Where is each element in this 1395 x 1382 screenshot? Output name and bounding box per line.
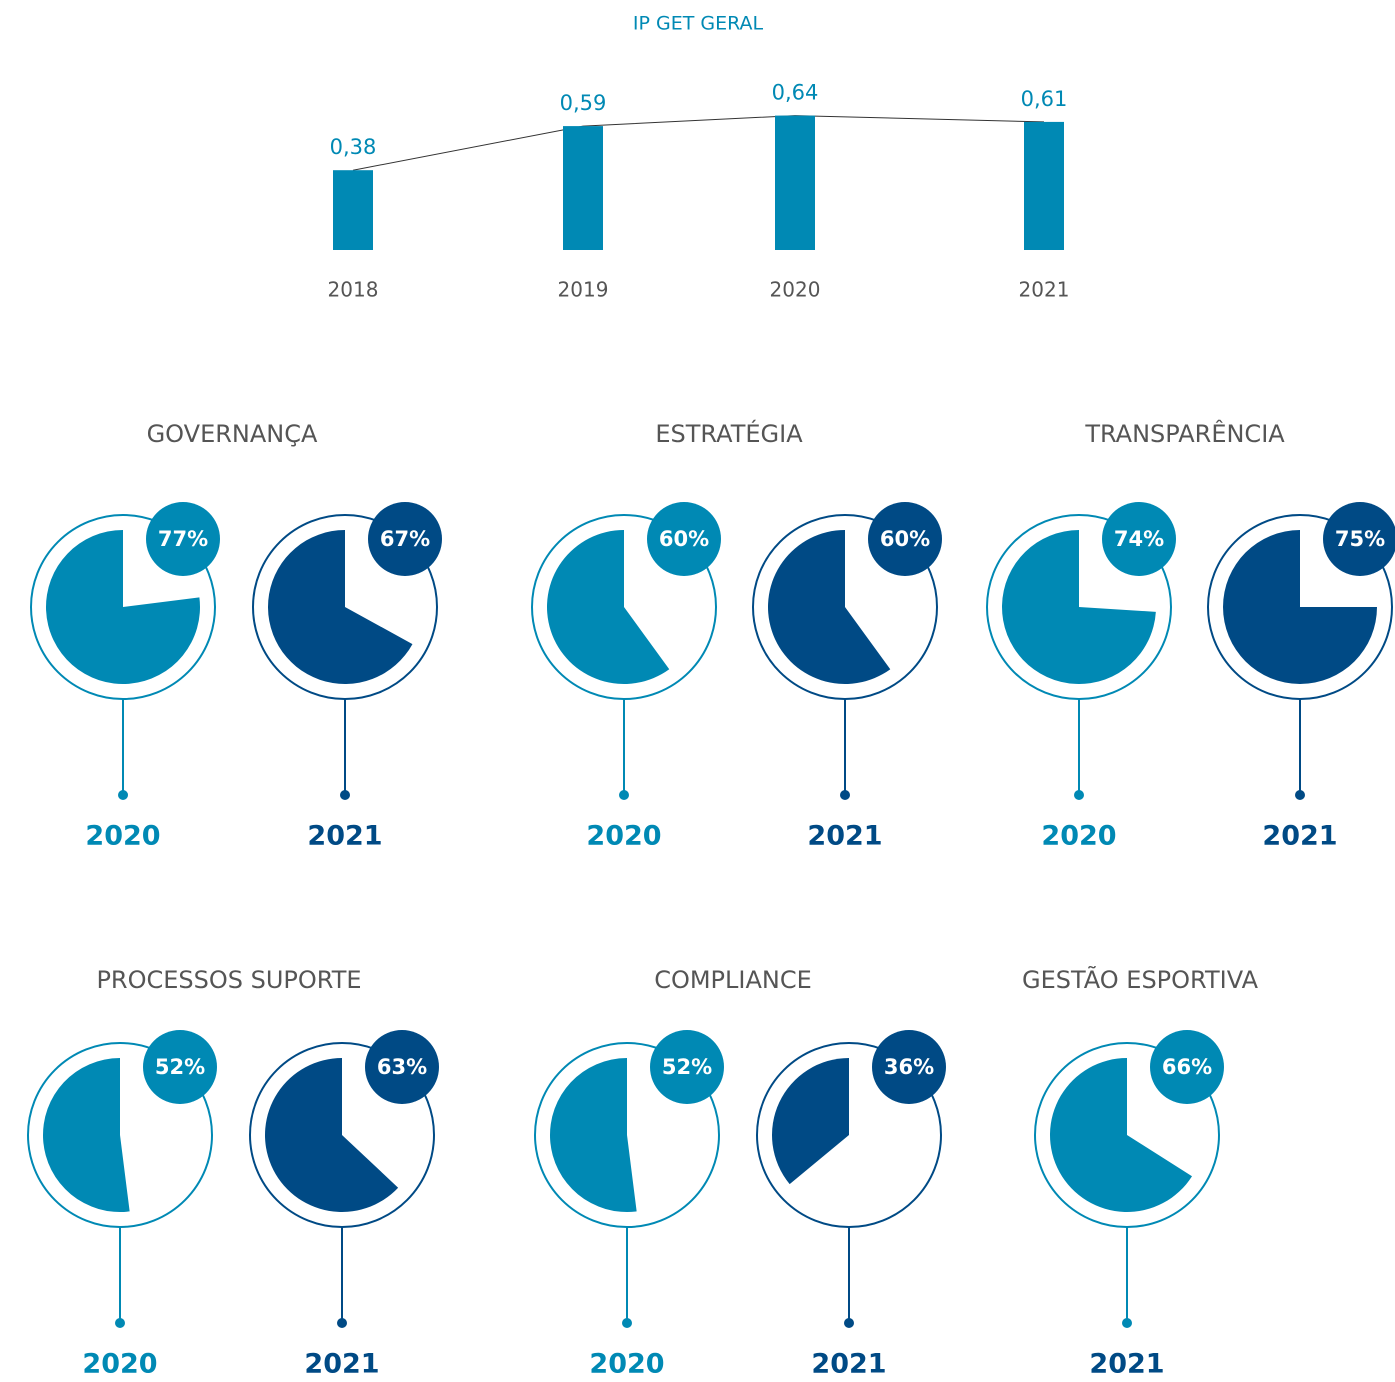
value-label: 0,64 bbox=[772, 81, 819, 105]
bar bbox=[1024, 121, 1064, 251]
group-title: PROCESSOS SUPORTE bbox=[96, 966, 361, 994]
pie-wedge bbox=[46, 530, 201, 685]
group-title: TRANSPARÊNCIA bbox=[1084, 419, 1285, 448]
stem-dot bbox=[337, 1318, 347, 1328]
stem-dot bbox=[340, 790, 350, 800]
group-title: GESTÃO ESPORTIVA bbox=[1022, 964, 1259, 994]
pie-wedge bbox=[1223, 530, 1377, 684]
badge-label: 74% bbox=[1114, 527, 1164, 551]
pie-wedge bbox=[549, 1058, 637, 1212]
badge-label: 52% bbox=[662, 1055, 712, 1079]
year-label: 2021 bbox=[307, 821, 382, 852]
pie-wedge bbox=[268, 530, 413, 685]
stem-dot bbox=[118, 790, 128, 800]
badge bbox=[143, 1030, 217, 1104]
badge bbox=[1102, 502, 1176, 576]
stem-dot bbox=[840, 790, 850, 800]
year-label: 2021 bbox=[807, 821, 882, 852]
year-label: 2020 bbox=[1041, 821, 1116, 852]
badge-label: 52% bbox=[155, 1055, 205, 1079]
group-title: GOVERNANÇA bbox=[147, 420, 318, 448]
badge bbox=[365, 1030, 439, 1104]
x-tick-label: 2019 bbox=[558, 278, 609, 302]
badge-label: 60% bbox=[880, 527, 930, 551]
badge bbox=[368, 502, 442, 576]
year-label: 2021 bbox=[1262, 821, 1337, 852]
year-label: 2020 bbox=[586, 821, 661, 852]
year-label: 2020 bbox=[82, 1349, 157, 1379]
badge-label: 67% bbox=[380, 527, 430, 551]
year-label: 2021 bbox=[811, 1349, 886, 1379]
group-title: ESTRATÉGIA bbox=[655, 419, 803, 448]
year-label: 2021 bbox=[1089, 1349, 1164, 1379]
badge bbox=[1323, 502, 1395, 576]
group-title: COMPLIANCE bbox=[654, 966, 812, 994]
badge-label: 77% bbox=[158, 527, 208, 551]
bar bbox=[775, 115, 815, 250]
badge-label: 75% bbox=[1335, 527, 1385, 551]
pie-wedge bbox=[547, 530, 670, 684]
stem-dot bbox=[1122, 1318, 1132, 1328]
x-tick-label: 2018 bbox=[328, 278, 379, 302]
value-label: 0,59 bbox=[560, 91, 607, 115]
badge bbox=[868, 502, 942, 576]
pie-wedge bbox=[772, 1058, 849, 1185]
pie-wedge bbox=[768, 530, 891, 684]
badge bbox=[1150, 1030, 1224, 1104]
badge-label: 66% bbox=[1162, 1055, 1212, 1079]
stem-dot bbox=[1074, 790, 1084, 800]
badge bbox=[146, 502, 220, 576]
value-label: 0,38 bbox=[330, 135, 377, 159]
pie-wedge bbox=[1050, 1058, 1193, 1212]
pie-wedge bbox=[42, 1058, 130, 1212]
chart-title: IP GET GERAL bbox=[633, 13, 764, 35]
badge-label: 63% bbox=[377, 1055, 427, 1079]
year-label: 2020 bbox=[85, 821, 160, 852]
x-tick-label: 2021 bbox=[1019, 278, 1070, 302]
bar bbox=[333, 170, 373, 250]
badge bbox=[872, 1030, 946, 1104]
badge bbox=[650, 1030, 724, 1104]
stem-dot bbox=[619, 790, 629, 800]
year-label: 2020 bbox=[589, 1349, 664, 1379]
value-label: 0,61 bbox=[1021, 87, 1068, 111]
stem-dot bbox=[115, 1318, 125, 1328]
badge-label: 36% bbox=[884, 1055, 934, 1079]
stem-dot bbox=[844, 1318, 854, 1328]
year-label: 2021 bbox=[304, 1349, 379, 1379]
badge-label: 60% bbox=[659, 527, 709, 551]
x-tick-label: 2020 bbox=[770, 278, 821, 302]
bar bbox=[563, 126, 603, 250]
pie-wedge bbox=[1001, 530, 1156, 684]
pie-wedge bbox=[264, 1058, 399, 1212]
badge bbox=[647, 502, 721, 576]
stem-dot bbox=[622, 1318, 632, 1328]
stem-dot bbox=[1295, 790, 1305, 800]
trend-line bbox=[352, 115, 1045, 171]
